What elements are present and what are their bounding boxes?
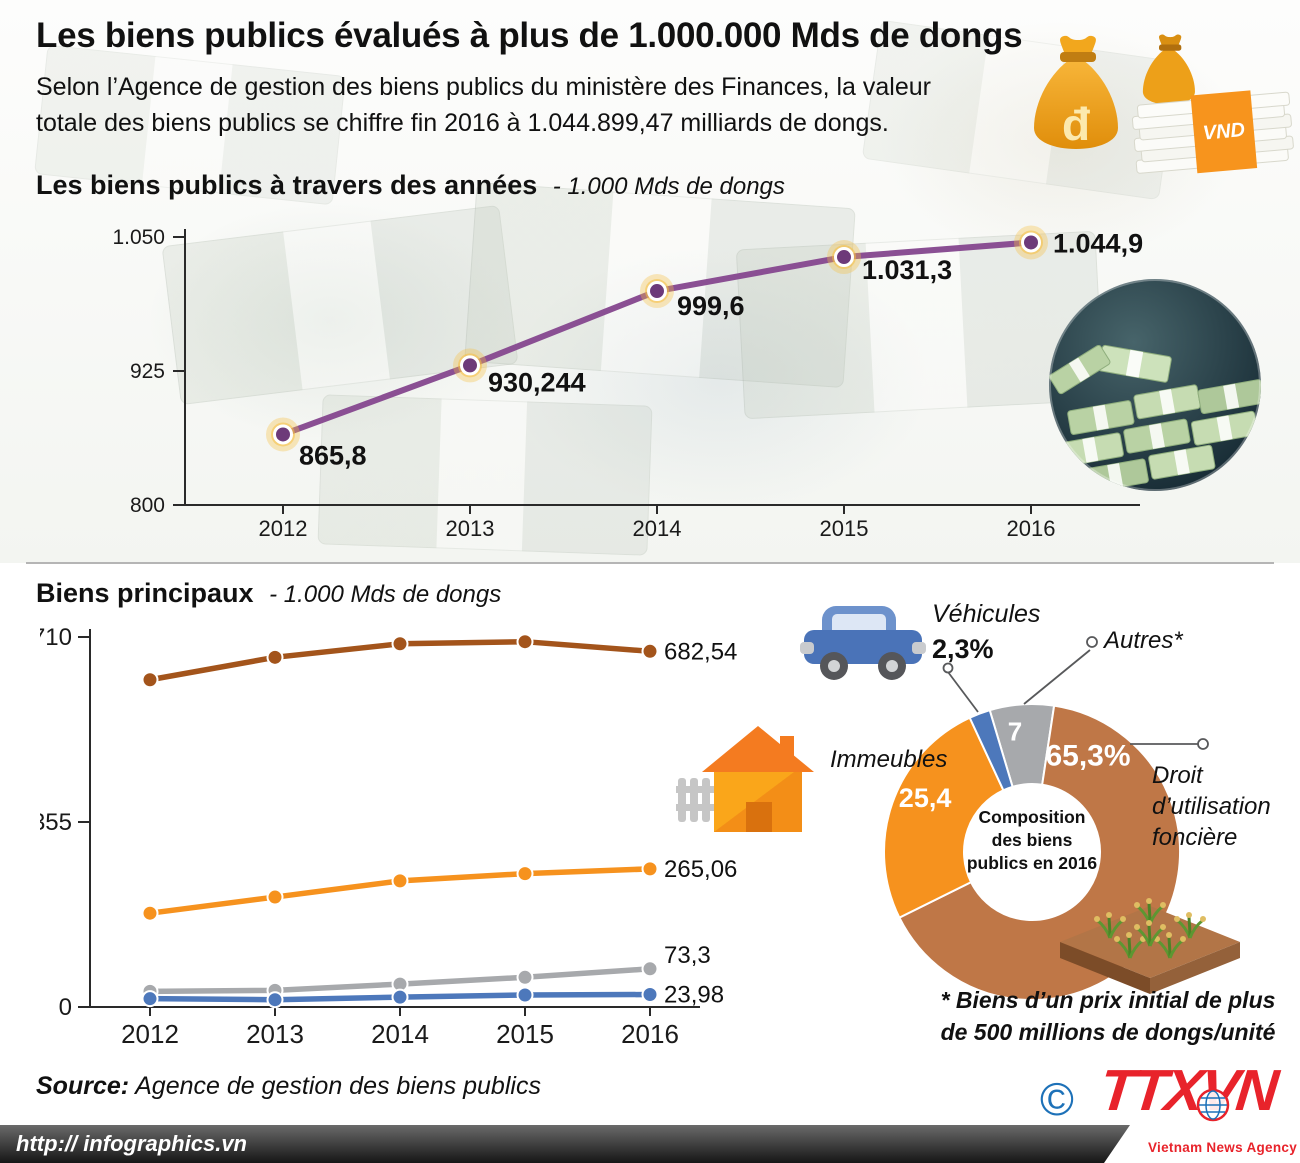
subtitle-line2: totale des biens publics se chiffre fin … [36,108,889,137]
svg-text:73,3: 73,3 [664,942,711,969]
section2-unit: - 1.000 Mds de dongs [269,581,502,608]
svg-text:1.044,9: 1.044,9 [1053,228,1143,258]
svg-text:0: 0 [59,994,72,1021]
immeubles-label: Immeubles [830,746,948,773]
svg-text:65,3%: 65,3% [1045,740,1130,773]
svg-text:7: 7 [1008,716,1022,746]
page-subtitle: Selon l’Agence de gestion des biens publ… [36,70,931,141]
svg-text:999,6: 999,6 [677,291,745,321]
money-bags-icon: đ VND [1034,34,1294,174]
svg-text:1.031,3: 1.031,3 [862,255,952,285]
vehicules-percentage: 2,3% [932,634,994,664]
svg-text:2016: 2016 [1007,516,1056,541]
svg-text:682,54: 682,54 [664,638,737,665]
line-chart-biens-publics: 1.050 925 800 2012 2013 2014 2015 2016 865,8 930,… [112,225,1143,541]
subtitle-line1: Selon l’Agence de gestion des biens publ… [36,73,931,101]
vnd-band-label: VND [1202,119,1246,145]
svg-text:25,4: 25,4 [899,783,952,813]
footer-bar [0,1125,1130,1163]
svg-text:2014: 2014 [633,516,682,541]
section2-title: Biens principaux [36,578,254,608]
line-chart-biens-principaux: 710 355 0 2012 2013 2014 2015 2016 682,54 265,06 7… [40,624,737,1049]
svg-text:2014: 2014 [371,1019,429,1049]
car-icon [800,606,926,680]
land-field-icon [1060,896,1240,994]
svg-text:930,244: 930,244 [488,367,586,397]
svg-text:23,98: 23,98 [664,982,724,1009]
big-money-bag-icon: đ [1034,35,1118,150]
source-label: Source: [36,1072,130,1100]
svg-text:2012: 2012 [121,1019,179,1049]
ttxvn-logo: TTXVN [1096,1058,1279,1123]
banknote-photo [1049,279,1261,491]
house-icon [676,726,814,832]
autres-label: Autres* [1104,627,1183,654]
source-line: Source: Agence de gestion des biens publ… [36,1072,541,1101]
vehicules-label: Véhicules [932,600,1041,628]
dong-symbol: đ [1062,98,1090,150]
footer-url: http:// infographics.vn [16,1131,247,1156]
svg-text:1.050: 1.050 [112,226,165,249]
leader-lines [942,636,1209,750]
droit-utilisation-fonciere-label: Droit d’utilisation foncière [1152,762,1271,852]
section-divider [26,562,1274,564]
svg-text:2015: 2015 [496,1019,554,1049]
svg-text:355: 355 [40,809,72,836]
vnd-bill-stack-icon: VND [1131,90,1294,174]
svg-text:2016: 2016 [621,1019,679,1049]
svg-text:865,8: 865,8 [299,440,367,470]
section1-heading: Les biens publics à travers des années -… [36,170,785,201]
small-money-bag-icon [1142,34,1195,105]
copyright-icon: © [1040,1073,1074,1125]
donut-center-label: Composition des biens publics en 2016 [966,807,1098,873]
svg-text:800: 800 [130,494,165,517]
section1-unit: - 1.000 Mds de dongs [552,173,785,200]
svg-text:2015: 2015 [820,516,869,541]
page-title: Les biens publics évalués à plus de 1.00… [36,16,1023,55]
section2-heading: Biens principaux - 1.000 Mds de dongs [36,578,501,609]
donut-footnote: * Biens d’un prix initial de plus de 500… [940,987,1276,1046]
svg-text:2013: 2013 [246,1019,304,1049]
globe-icon [1196,1088,1230,1122]
svg-text:265,06: 265,06 [664,856,737,883]
svg-text:2013: 2013 [446,516,495,541]
source-text: Agence de gestion des biens publics [129,1072,541,1100]
svg-text:925: 925 [130,360,165,383]
svg-text:710: 710 [40,624,72,651]
svg-text:2012: 2012 [259,516,308,541]
ttxvn-logo-subtitle: Vietnam News Agency [1148,1140,1298,1155]
section1-title: Les biens publics à travers des années [36,170,538,200]
